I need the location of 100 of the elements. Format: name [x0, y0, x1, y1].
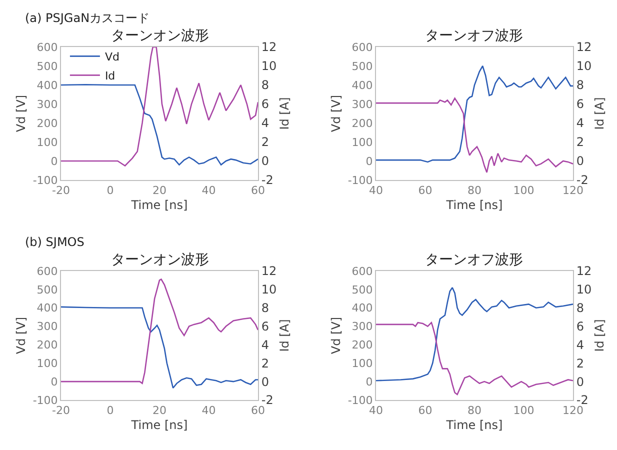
y-tick-label: 100	[352, 356, 373, 370]
y2-tick-label: 4	[261, 116, 270, 130]
y-axis-title: Vd [V]	[329, 94, 344, 132]
chart-title: ターンオン波形	[111, 252, 209, 268]
y2-tick-label: 6	[576, 97, 584, 112]
y2-tick-label: 2	[261, 135, 270, 150]
x-tick-label: 0	[106, 404, 114, 418]
chart-title: ターンオン波形	[111, 28, 209, 44]
x-tick-label: 20	[152, 184, 166, 198]
x-axis-title: Time [ns]	[130, 198, 188, 212]
y2-tick-label: 8	[576, 301, 584, 316]
text: (a) PSJGaNカスコード	[25, 11, 150, 25]
y-tick-label: 200	[36, 338, 58, 352]
y-tick-label: 500	[36, 60, 58, 73]
y2-tick-label: 0	[261, 154, 270, 168]
y2-tick-label: 10	[261, 59, 277, 74]
y2-tick-label: 6	[261, 319, 270, 334]
y-tick-label: -100	[348, 394, 373, 407]
y-tick-label: 500	[352, 60, 373, 73]
y2-tick-label: 0	[261, 374, 270, 389]
y-tick-label: 0	[50, 375, 58, 388]
y2-tick-label: 8	[261, 301, 270, 316]
x-tick-label: 0	[106, 184, 114, 198]
line-series	[61, 84, 258, 166]
line-series	[376, 286, 573, 382]
line-series	[61, 306, 258, 389]
x-tick-label: 100	[513, 184, 534, 198]
y2-tick-label: 4	[576, 116, 584, 130]
x-tick-label: 100	[513, 404, 534, 418]
y-tick-label: 300	[352, 320, 373, 334]
y2-axis-title: Id [A]	[278, 319, 292, 352]
y2-tick-label: 2	[261, 356, 270, 370]
y2-tick-label: 8	[261, 78, 270, 92]
y2-tick-label: 4	[576, 338, 584, 352]
y-tick-label: 500	[36, 283, 58, 296]
y-tick-label: 600	[36, 40, 58, 54]
y-tick-label: 0	[366, 375, 373, 388]
y-tick-label: 200	[352, 338, 373, 352]
y2-tick-label: 6	[576, 319, 584, 334]
y2-tick-label: 2	[576, 356, 584, 370]
y2-tick-label: 12	[576, 264, 592, 278]
x-axis-title: Time [ns]	[130, 418, 188, 432]
line-series	[376, 322, 573, 396]
y-tick-label: 300	[36, 98, 58, 111]
legend-label: Vd	[104, 50, 120, 64]
x-tick-label: -20	[52, 404, 70, 418]
y2-tick-label: 12	[261, 40, 277, 54]
text: (b) SJMOS	[25, 235, 84, 249]
y2-tick-label: 10	[261, 282, 277, 297]
line-series	[61, 47, 258, 166]
x-axis-title: Time [ns]	[445, 418, 503, 432]
y2-tick-label: 0	[576, 374, 584, 389]
y-tick-label: -100	[348, 174, 373, 187]
y2-tick-label: 2	[576, 135, 584, 150]
x-tick-label: -20	[52, 184, 70, 198]
y2-tick-label: 4	[261, 338, 270, 352]
y-tick-label: 0	[50, 154, 58, 168]
x-axis-title: Time [ns]	[445, 198, 503, 212]
y-tick-label: 100	[36, 136, 58, 149]
y-tick-label: -100	[32, 174, 58, 187]
y-tick-label: 200	[36, 116, 58, 130]
y-tick-label: 500	[352, 283, 373, 296]
legend-label: Id	[104, 69, 116, 82]
y2-tick-label: 0	[576, 154, 584, 168]
y-axis-title: Vd [V]	[329, 316, 344, 354]
line-series	[376, 65, 573, 163]
x-tick-label: 40	[369, 184, 383, 198]
y-tick-label: 100	[36, 356, 58, 370]
x-tick-label: 60	[418, 404, 432, 418]
x-tick-label: 60	[418, 184, 432, 198]
y2-tick-label: 8	[576, 78, 584, 92]
y2-tick-label: 12	[261, 264, 277, 278]
x-tick-label: 20	[152, 404, 166, 418]
y-tick-label: 200	[352, 116, 373, 130]
y-tick-label: 400	[352, 78, 373, 92]
y-tick-label: 300	[352, 98, 373, 111]
y2-tick-label: 12	[576, 40, 592, 54]
y-tick-label: 300	[36, 320, 58, 334]
y2-tick-label: 6	[261, 97, 270, 112]
y2-axis-title: Id [A]	[592, 319, 607, 352]
y-tick-label: 100	[352, 136, 373, 149]
y-tick-label: 0	[366, 154, 373, 168]
y-tick-label: 600	[36, 264, 58, 278]
x-tick-label: 40	[202, 184, 216, 198]
y2-tick-label: 10	[576, 59, 592, 74]
y-axis-title: Vd [V]	[14, 94, 28, 132]
y-tick-label: 600	[352, 264, 373, 278]
x-tick-label: 40	[369, 404, 383, 418]
chart-title: ターンオフ波形	[425, 28, 523, 44]
x-tick-label: 80	[468, 404, 482, 418]
y-tick-label: 400	[36, 78, 58, 92]
x-tick-label: 40	[202, 404, 216, 418]
y2-axis-title: Id [A]	[278, 97, 292, 130]
y-axis-title: Vd [V]	[14, 316, 28, 354]
y-tick-label: 400	[36, 302, 58, 315]
y2-tick-label: 10	[576, 282, 592, 297]
line-series	[376, 98, 573, 174]
y-tick-label: 400	[352, 302, 373, 315]
x-tick-label: 80	[468, 184, 482, 198]
y2-axis-title: Id [A]	[592, 97, 607, 130]
